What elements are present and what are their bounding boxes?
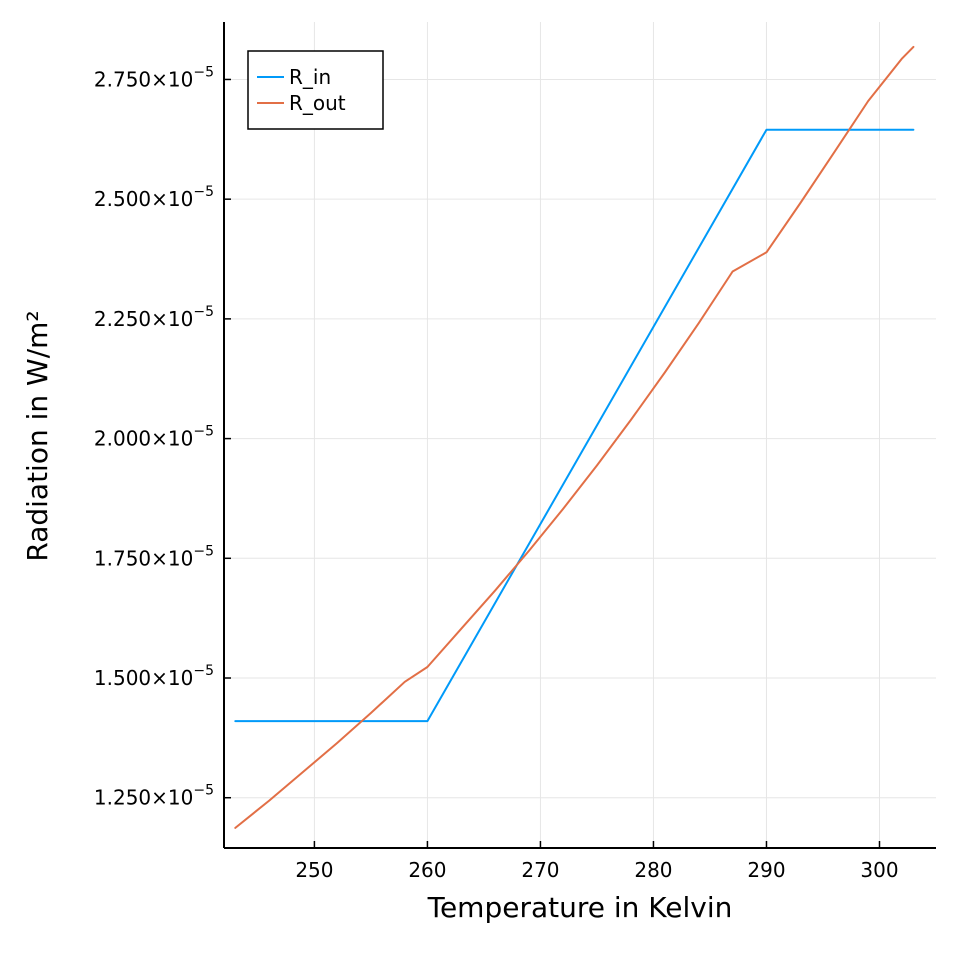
y-tick-label: 1.500×10−5 (94, 663, 214, 690)
x-tick-label: 300 (860, 858, 898, 882)
axes (223, 22, 936, 849)
series-line-r-in (234, 128, 915, 723)
ticks: 250 260 270 280 290 300 1.250×10−5 1.500×10−5 1.… (94, 64, 899, 882)
y-tick-label: 2.000×10−5 (94, 424, 214, 451)
x-tick-label: 290 (747, 858, 785, 882)
grid (224, 22, 936, 848)
legend: R_inR_out (247, 50, 384, 130)
legend-label: R_out (289, 91, 346, 115)
x-tick-label: 270 (521, 858, 559, 882)
series-layer (234, 45, 915, 829)
legend-label: R_in (289, 65, 331, 89)
x-tick-label: 260 (408, 858, 446, 882)
y-tick-label: 2.500×10−5 (94, 184, 214, 211)
x-axis-title: Temperature in Kelvin (427, 891, 733, 924)
legend-box (247, 50, 384, 130)
y-tick-label: 2.750×10−5 (94, 64, 214, 91)
y-axis-title: Radiation in W/m² (21, 310, 54, 561)
series-line-r-out (234, 45, 915, 829)
x-tick-label: 280 (634, 858, 672, 882)
y-tick-label: 1.750×10−5 (94, 543, 214, 570)
y-tick-label: 1.250×10−5 (94, 783, 214, 810)
x-tick-label: 250 (295, 858, 333, 882)
y-tick-label: 2.250×10−5 (94, 304, 214, 331)
